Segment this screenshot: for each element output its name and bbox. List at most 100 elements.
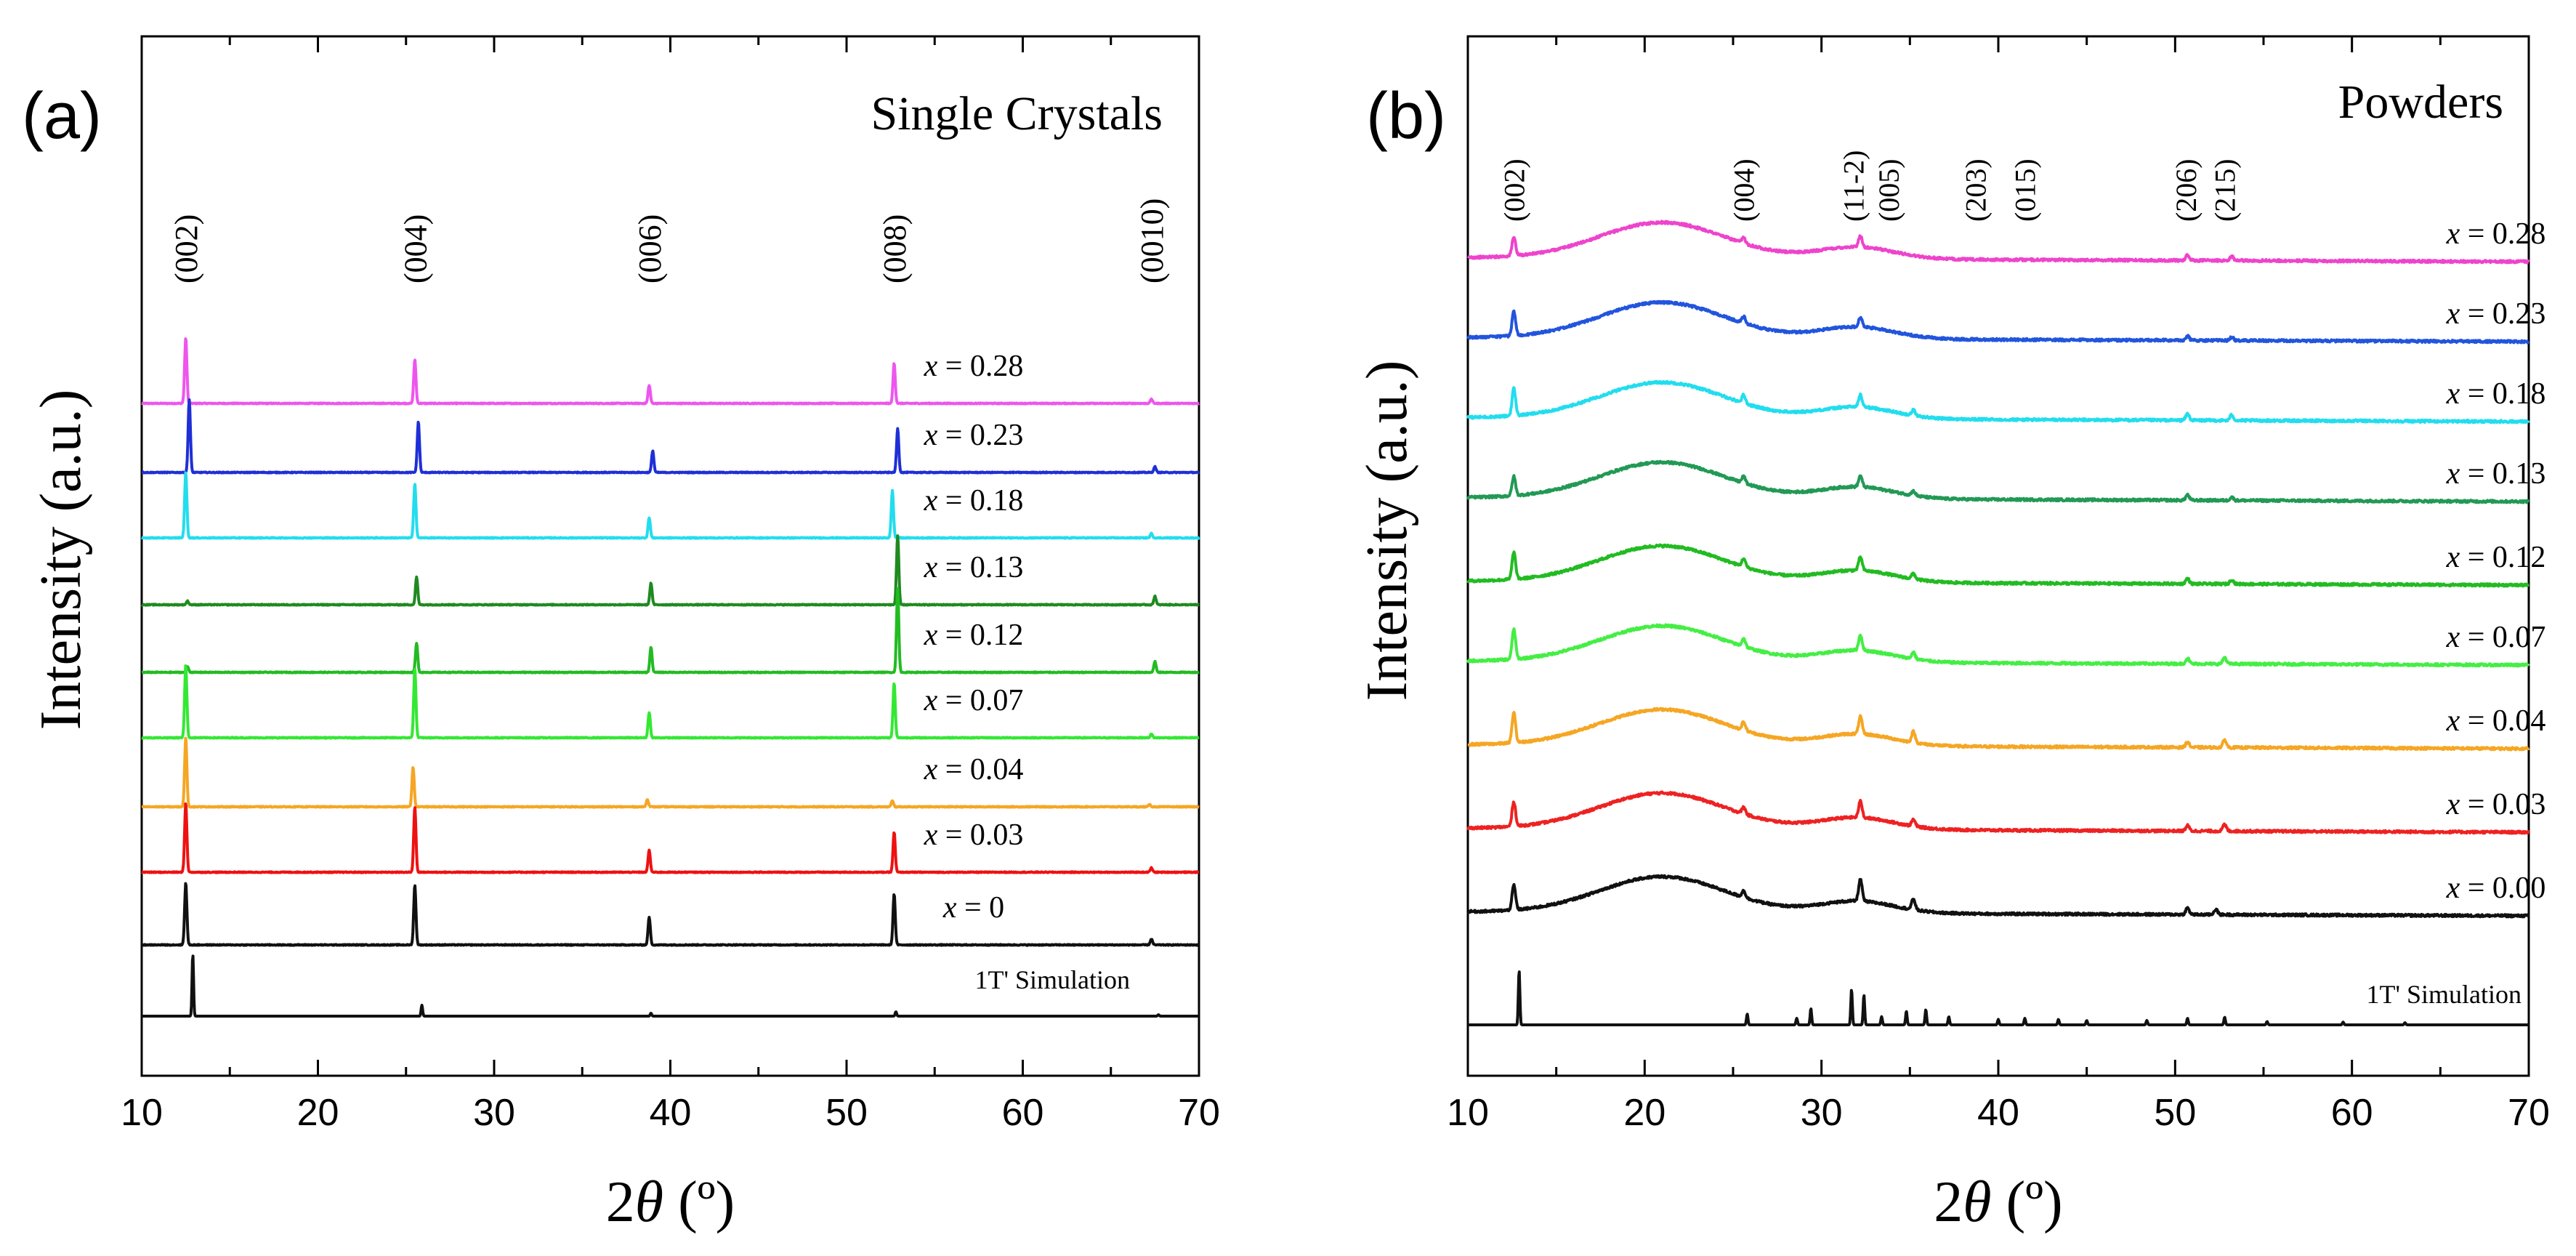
series-label-value: = 0.07 (2460, 621, 2545, 654)
x-axis-label: 2θ (º) (606, 1170, 735, 1234)
x-tick-label: 10 (121, 1092, 163, 1134)
series-label-variable: x (924, 684, 938, 717)
peak-index-label: (11-2) (1837, 150, 1870, 222)
series-label: x = 0.13 (924, 551, 1024, 584)
series-line (1466, 874, 2530, 919)
series-label: x = 0.00 (2446, 871, 2546, 905)
series-line (1466, 706, 2530, 752)
chart-title: Powders (2338, 76, 2503, 129)
series-line (140, 664, 1200, 740)
series-label: x = 0.12 (924, 619, 1024, 652)
series-line (140, 398, 1200, 475)
peak-index-label: (215) (2208, 158, 2241, 222)
series-label: x = 0.03 (924, 818, 1024, 852)
series-line (140, 882, 1200, 947)
chart-panel-b: 10 20 30 40 50 60 70 2θ (º) Intensity (a.u.) (b) P… (1355, 35, 2550, 1234)
series-label-value: = 0.00 (2460, 871, 2545, 905)
panel-label: (b) (1366, 80, 1446, 153)
series-label-value: = 0.03 (2460, 788, 2545, 821)
series-label-variable: x (2446, 541, 2460, 574)
x-tick-label: 30 (473, 1092, 515, 1134)
series-line (140, 534, 1200, 607)
panel-label: (a) (22, 80, 102, 153)
series-line (140, 802, 1200, 874)
peak-index-label: (015) (2009, 158, 2042, 222)
series-label: x = 0.04 (924, 753, 1024, 786)
chart-panel-a: 10 20 30 40 50 60 70 2θ (º) Intensity (a.u.) (a) S… (22, 35, 1220, 1234)
series-label-variable: x (2446, 377, 2460, 411)
series-label: x = 0.04 (2446, 704, 2546, 738)
series-label: x = 0.28 (2446, 217, 2546, 251)
series-label-value: = 0.04 (937, 753, 1023, 786)
y-axis-label: Intensity (a.u.) (29, 390, 93, 730)
series-label: x = 0 (942, 891, 1004, 925)
series-label-value: 1T' Simulation (2367, 980, 2522, 1009)
series-label-variable: x (2446, 217, 2460, 251)
plot-frame (1466, 35, 2530, 1077)
x-axis-label-prefix: 2 (1934, 1170, 1963, 1234)
series-label-variable: x (2446, 871, 2460, 905)
series-label-variable: x (2446, 704, 2460, 738)
series-label-value: 1T' Simulation (975, 965, 1131, 994)
series-line (1466, 220, 2530, 265)
x-tick-label: 20 (1623, 1092, 1665, 1134)
series-label: x = 0.07 (2446, 621, 2546, 654)
x-axis-label: 2θ (º) (1934, 1170, 2062, 1234)
x-tick-label: 70 (1178, 1092, 1220, 1134)
series-label-value: = 0.03 (937, 818, 1023, 852)
peak-index-label: (008) (877, 214, 913, 283)
x-tick-label: 60 (2331, 1092, 2373, 1134)
peak-index-label: (002) (169, 214, 204, 283)
series-line (1466, 379, 2530, 424)
series-label-value: = 0.28 (2460, 217, 2545, 251)
x-axis-label-prefix: 2 (606, 1170, 635, 1234)
x-tick-label: 50 (2154, 1092, 2196, 1134)
series-label-value: = 0.07 (937, 684, 1023, 717)
series-label-variable: x (2446, 788, 2460, 821)
series-label-value: = 0 (956, 891, 1004, 925)
x-tick-label: 60 (1002, 1092, 1044, 1134)
x-tick-label: 10 (1447, 1092, 1489, 1134)
series-label-value: = 0.12 (2460, 541, 2545, 574)
series-label: x = 0.23 (2446, 297, 2546, 331)
series-label-variable: x (924, 419, 938, 452)
series-label: x = 0.23 (924, 419, 1024, 452)
series-line (140, 471, 1200, 540)
x-tick-label: 40 (650, 1092, 692, 1134)
peak-index-label: (004) (1728, 158, 1761, 222)
series-label-variable: x (2446, 297, 2460, 331)
series-label: x = 0.28 (924, 350, 1024, 383)
series-line (140, 587, 1200, 675)
series-label-value: = 0.12 (937, 619, 1023, 652)
series-line (1466, 543, 2530, 588)
y-axis-label: Intensity (a.u.) (1355, 361, 1419, 701)
series-label: x = 0.03 (2446, 788, 2546, 821)
series-label-variable: x (924, 753, 938, 786)
series-label: 1T' Simulation (2367, 980, 2522, 1009)
series-label-variable: x (924, 350, 938, 383)
peak-index-label: (0010) (1134, 198, 1170, 283)
peak-index-label: (206) (2170, 158, 2202, 222)
series-label: x = 0.13 (2446, 457, 2546, 491)
series-line (1466, 790, 2530, 835)
x-tick-label: 30 (1801, 1092, 1843, 1134)
series-line (1466, 970, 2530, 1026)
series-label-variable: x (924, 484, 938, 518)
series-label: x = 0.07 (924, 684, 1024, 717)
x-tick-label: 40 (1977, 1092, 2019, 1134)
series-label: 1T' Simulation (975, 965, 1131, 994)
series-line (1466, 299, 2530, 345)
x-axis-label-symbol: θ (1963, 1170, 1991, 1234)
series-label-value: = 0.18 (937, 484, 1023, 518)
plot-frame (140, 35, 1200, 1077)
series-label-variable: x (2446, 457, 2460, 491)
series-label-value: = 0.13 (2460, 457, 2545, 491)
series-label-value: = 0.23 (937, 419, 1023, 452)
peak-index-label: (005) (1873, 158, 1905, 222)
series-label-value: = 0.04 (2460, 704, 2545, 738)
series-label-variable: x (924, 818, 938, 852)
x-axis-label-symbol: θ (635, 1170, 663, 1234)
chart-title: Single Crystals (871, 87, 1163, 140)
peak-index-label: (004) (397, 214, 433, 283)
